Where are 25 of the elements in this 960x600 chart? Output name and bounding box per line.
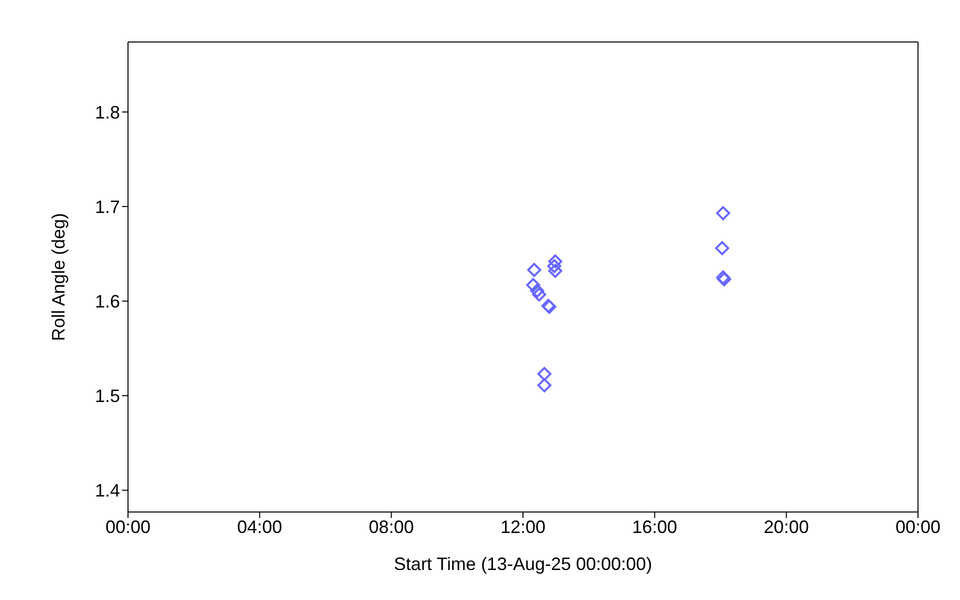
x-tick-label: 12:00: [500, 516, 546, 537]
x-tick-label: 20:00: [764, 516, 809, 537]
point: [548, 264, 562, 278]
y-tick-label: 1.6: [94, 292, 120, 312]
point: [548, 254, 562, 268]
x-tick-label: 04:00: [237, 516, 282, 537]
x-axis-title: Start Time (13-Aug-25 00:00:00): [394, 554, 652, 574]
point: [537, 366, 552, 381]
point: [715, 241, 730, 256]
x-tick-label: 08:00: [368, 516, 414, 537]
y-tick-label: 1.8: [94, 102, 120, 122]
y-tick-label: 1.4: [94, 480, 120, 501]
y-tick-label: 1.5: [94, 386, 120, 406]
x-tick-label: 00:00: [895, 516, 941, 537]
y-axis-title: Roll Angle (deg): [48, 212, 68, 342]
point: [532, 287, 546, 302]
point: [530, 284, 544, 298]
point: [526, 278, 540, 292]
point: [547, 259, 562, 274]
point: [527, 262, 542, 277]
point: [716, 206, 730, 220]
y-tick-label: 1.7: [94, 196, 120, 217]
x-tick-label: 00:00: [105, 516, 151, 537]
x-tick-label: 16:00: [632, 516, 678, 537]
point: [537, 378, 552, 392]
